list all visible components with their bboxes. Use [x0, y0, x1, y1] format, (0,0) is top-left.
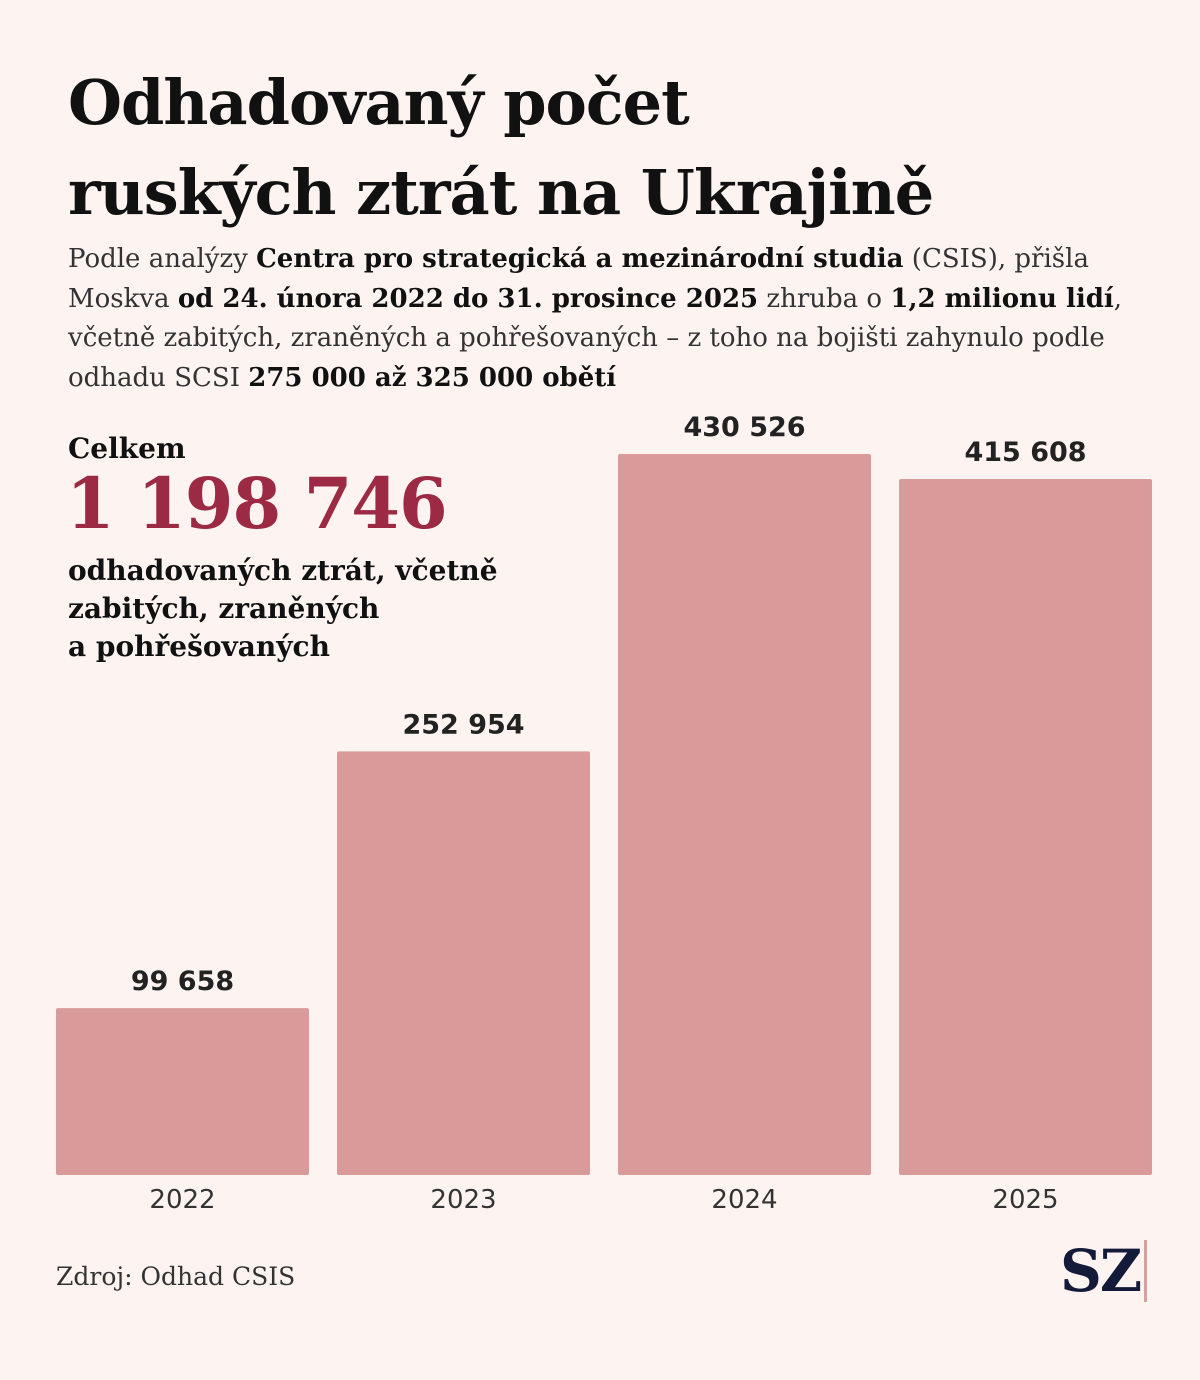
- bar-2023: [337, 751, 590, 1175]
- page-title: Odhadovaný počet ruských ztrát na Ukrajin…: [68, 58, 1148, 238]
- intro-bold: 1,2 milionu lidí: [890, 283, 1114, 314]
- bar-2025: [899, 478, 1152, 1175]
- sz-logo: SZ: [1060, 1237, 1142, 1305]
- logo-divider: [1144, 1240, 1147, 1302]
- total-desc-line: odhadovaných ztrát, včetně: [68, 554, 498, 587]
- total-description: odhadovaných ztrát, včetně zabitých, zran…: [68, 552, 538, 666]
- intro-part: zhruba o: [758, 283, 891, 314]
- title-line-2: ruských ztrát na Ukrajině: [68, 156, 934, 229]
- bar-2024: [618, 454, 871, 1175]
- intro-text: Podle analýzy Centra pro strategická a m…: [68, 240, 1168, 398]
- bar-value-label: 99 658: [131, 966, 234, 997]
- intro-bold: Centra pro strategická a mezinárodní stu…: [256, 244, 904, 274]
- title-line-1: Odhadovaný počet: [68, 66, 690, 139]
- total-label: Celkem: [68, 432, 186, 465]
- total-desc-line: a pohřešovaných: [68, 630, 330, 663]
- intro-part: , včetně zabitých, zraněných a pohřešova…: [68, 283, 1123, 393]
- x-tick-label: 2022: [149, 1185, 215, 1215]
- x-tick-label: 2023: [430, 1185, 496, 1215]
- intro-bold: od 24. února 2022 do 31. prosince 2025: [177, 283, 759, 314]
- intro-bold: 275 000 až 325 000 obětí: [248, 362, 617, 393]
- total-value: 1 198 746: [66, 462, 448, 545]
- intro-part: Podle analýzy: [68, 244, 257, 274]
- total-desc-line: zabitých, zraněných: [68, 592, 380, 625]
- x-tick-label: 2025: [992, 1185, 1058, 1215]
- bar-value-label: 415 608: [964, 437, 1086, 468]
- intro-part: (CSIS), přišla Moskva: [68, 244, 1089, 314]
- bar-2022: [56, 1008, 309, 1175]
- bar-value-label: 430 526: [683, 412, 805, 443]
- x-tick-label: 2024: [711, 1185, 777, 1215]
- bar-value-label: 252 954: [402, 709, 524, 740]
- bar-chart: 99 658 2022 252 954 2023 430 526 2024 415 608 2…: [56, 412, 1152, 1215]
- source-note: Zdroj: Odhad CSIS: [56, 1262, 296, 1291]
